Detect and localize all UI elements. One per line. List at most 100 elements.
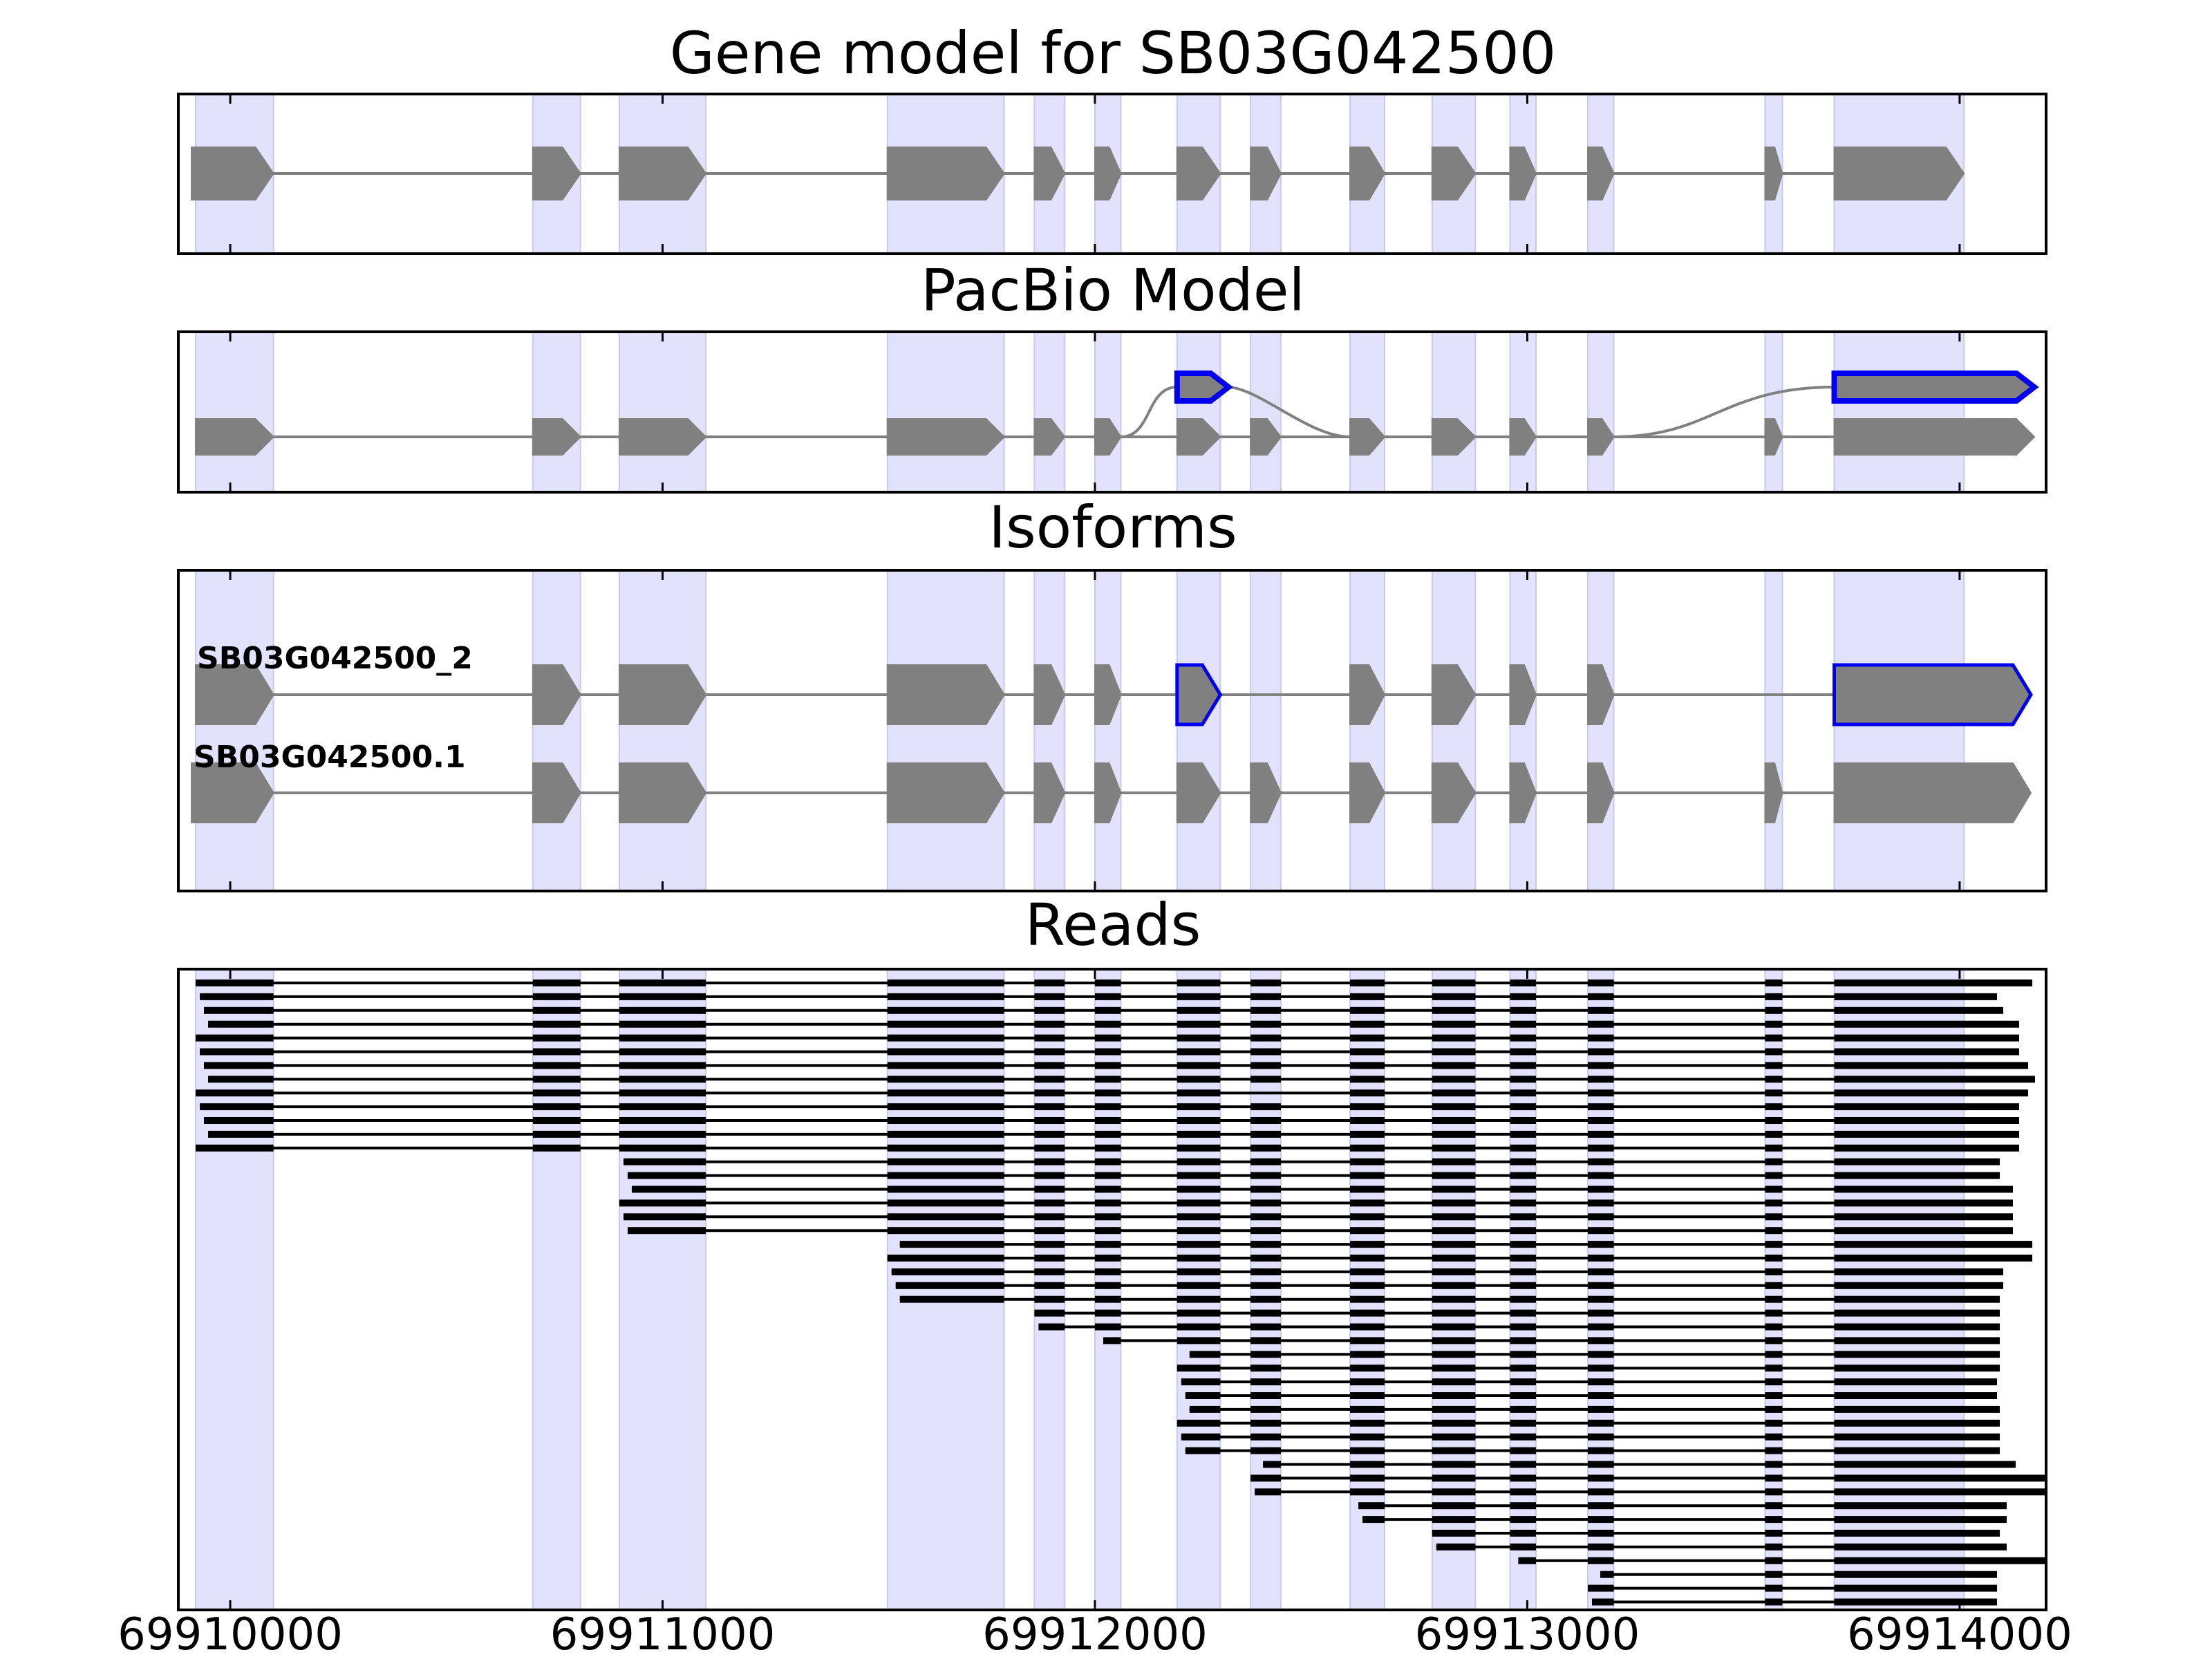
isoform-ref-exon-5 (1033, 762, 1066, 823)
read-27-block-13 (1765, 1337, 1783, 1344)
read-18-block-3 (623, 1213, 706, 1221)
read-2-block-12 (1588, 993, 1614, 1000)
read-2-block-10 (1432, 993, 1476, 1000)
isoform-alt-exon-3 (618, 664, 707, 725)
read-5-block-12 (1588, 1034, 1614, 1042)
read-28-block-10 (1432, 1351, 1476, 1358)
read-13-block-9 (1350, 1144, 1385, 1152)
read-23-block-10 (1432, 1282, 1476, 1289)
read-32-block-9 (1350, 1405, 1385, 1413)
read-22-block-6 (1094, 1268, 1121, 1275)
read-5-block-10 (1432, 1034, 1476, 1042)
read-38 (1255, 1488, 2045, 1496)
read-38-block-9 (1350, 1488, 1385, 1496)
read-7 (204, 1062, 2028, 1069)
read-13 (196, 1144, 2019, 1152)
read-45-block-14 (1834, 1584, 1997, 1592)
read-15-block-9 (1350, 1172, 1385, 1179)
read-1-block-13 (1765, 980, 1783, 986)
read-11-block-6 (1094, 1117, 1121, 1124)
read-32-block-10 (1432, 1405, 1476, 1413)
read-18-block-6 (1094, 1213, 1121, 1221)
read-16-block-5 (1034, 1185, 1065, 1193)
read-15-block-13 (1765, 1172, 1783, 1179)
read-25-block-5 (1034, 1309, 1065, 1317)
read-1-block-1 (196, 980, 274, 986)
read-8 (208, 1076, 2035, 1083)
isoforms-exon-shade-3 (618, 570, 707, 892)
read-11-block-14 (1834, 1117, 2019, 1124)
gene-model-exon-3 (618, 147, 707, 200)
read-32-block-12 (1588, 1405, 1614, 1413)
read-19-block-5 (1034, 1227, 1065, 1235)
read-2-block-8 (1250, 993, 1281, 1000)
read-40-block-13 (1765, 1516, 1783, 1524)
read-3-block-12 (1588, 1006, 1614, 1014)
read-27-block-6 (1103, 1337, 1121, 1344)
isoforms-exon-shade-12 (1587, 570, 1615, 892)
pacbio-model-exon-shade-8 (1250, 331, 1282, 493)
read-7-block-13 (1765, 1062, 1783, 1069)
read-2-block-4 (887, 993, 1004, 1000)
x-tick-label-2: 69911000 (550, 1609, 776, 1659)
read-18-block-14 (1834, 1213, 2013, 1221)
read-8-block-12 (1588, 1076, 1614, 1083)
x-tick-label-3: 69912000 (982, 1609, 1208, 1659)
read-23-block-12 (1588, 1282, 1614, 1289)
read-26-block-6 (1094, 1323, 1121, 1331)
read-15 (627, 1172, 2000, 1179)
read-39 (1358, 1502, 2007, 1510)
pacbio-main-exon-3 (618, 418, 707, 456)
read-11-block-12 (1588, 1117, 1614, 1124)
isoforms-exon-shade-13 (1764, 570, 1783, 892)
isoforms-exon-shade-5 (1033, 570, 1066, 892)
read-20-block-12 (1588, 1241, 1614, 1248)
read-9 (196, 1089, 2028, 1097)
isoform-alt-exon-12 (1833, 663, 2033, 727)
read-21-block-10 (1432, 1255, 1476, 1262)
read-10-block-10 (1432, 1103, 1476, 1111)
read-4-block-11 (1510, 1020, 1536, 1028)
read-29-block-10 (1432, 1365, 1476, 1372)
read-1-block-9 (1350, 980, 1385, 986)
read-20-block-14 (1834, 1241, 2032, 1248)
pacbio-junction-2 (1227, 386, 1351, 438)
read-42 (1436, 1543, 2007, 1550)
read-7-block-1 (204, 1062, 274, 1069)
read-38-block-12 (1588, 1488, 1614, 1496)
read-34-block-9 (1350, 1433, 1385, 1441)
read-6-block-11 (1510, 1048, 1536, 1056)
read-27-block-10 (1432, 1337, 1476, 1344)
read-7-block-10 (1432, 1062, 1476, 1069)
read-30-block-9 (1350, 1378, 1385, 1386)
read-6-block-6 (1094, 1048, 1121, 1056)
read-6-block-2 (532, 1048, 581, 1056)
read-38-block-11 (1510, 1488, 1536, 1496)
read-32-block-8 (1250, 1405, 1281, 1413)
read-35-block-12 (1588, 1447, 1614, 1454)
read-6 (200, 1048, 2019, 1056)
read-21-block-11 (1510, 1255, 1536, 1262)
read-7-block-14 (1834, 1062, 2028, 1069)
isoform-label-alt: SB03G042500_2 (197, 641, 473, 676)
pacbio-model-exon-shade-13 (1764, 331, 1783, 493)
read-11-block-13 (1765, 1117, 1783, 1124)
read-5-block-13 (1765, 1034, 1783, 1042)
read-27 (1103, 1337, 2000, 1344)
read-7-block-2 (532, 1062, 581, 1069)
pacbio-model-exon-shade-10 (1431, 331, 1477, 493)
isoforms-frame (177, 569, 2047, 892)
read-25-block-14 (1834, 1309, 2000, 1317)
pacbio-main-exon-5 (1033, 418, 1066, 456)
isoform-ref-exon-9 (1349, 762, 1386, 823)
read-29-block-13 (1765, 1365, 1783, 1372)
read-44-block-12 (1600, 1571, 1614, 1578)
read-37 (1250, 1474, 2045, 1482)
read-22-block-14 (1834, 1268, 2003, 1275)
read-38-block-13 (1765, 1488, 1783, 1496)
read-33-block-8 (1250, 1419, 1281, 1427)
read-27-block-12 (1588, 1337, 1614, 1344)
read-16-block-11 (1510, 1185, 1536, 1193)
read-12-block-2 (532, 1130, 581, 1138)
